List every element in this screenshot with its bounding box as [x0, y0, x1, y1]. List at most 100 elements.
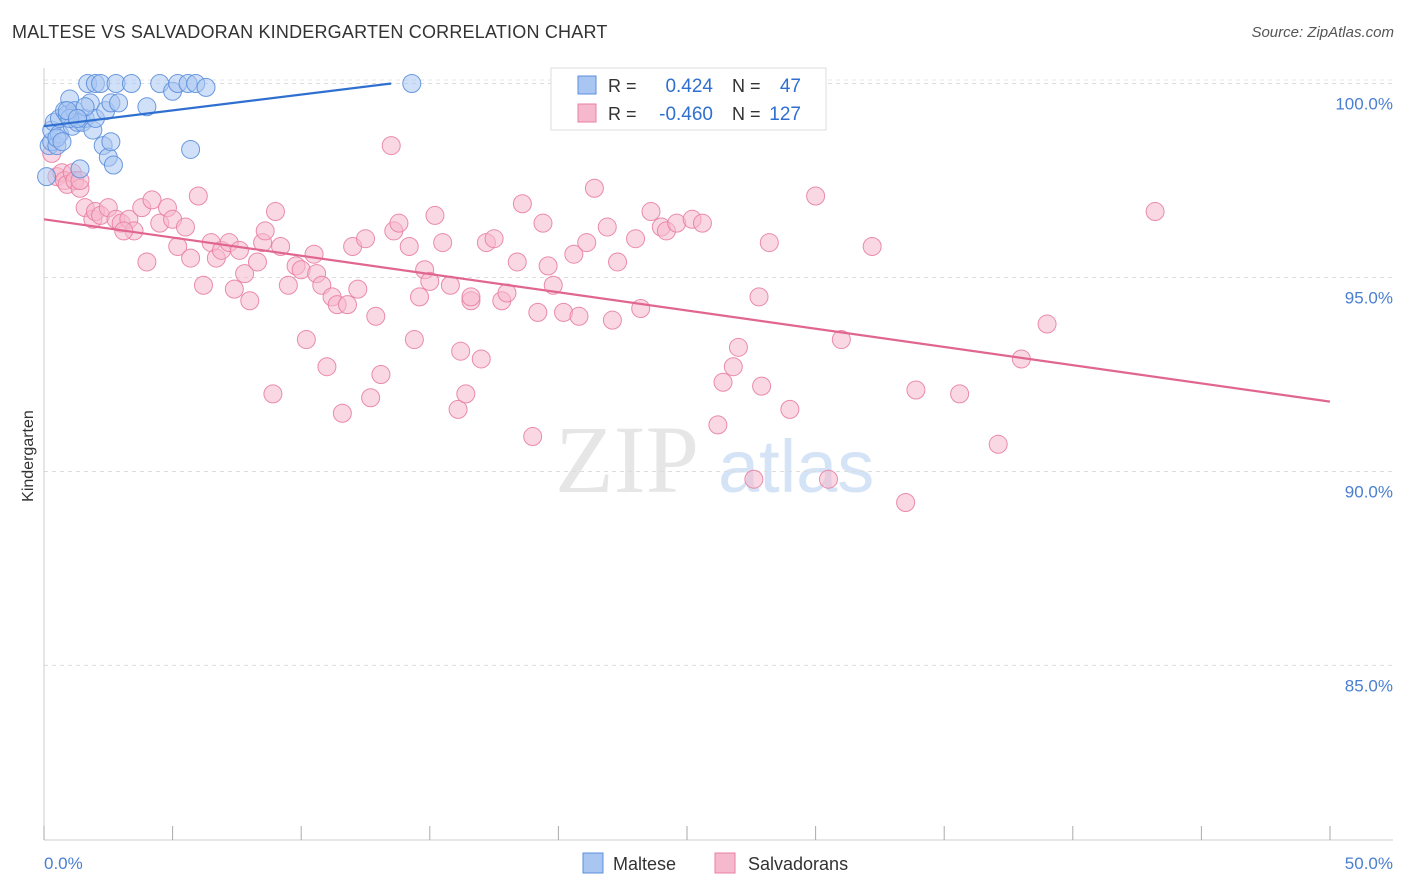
salvadorans-point	[240, 291, 260, 311]
salvadorans-point	[448, 399, 468, 419]
salvadorans-point	[247, 252, 267, 272]
salvadorans-point	[224, 279, 244, 299]
salvadorans-points	[42, 74, 1165, 512]
salvadorans-point	[381, 136, 401, 156]
watermark: ZIP atlas	[555, 406, 874, 513]
salvadorans-point	[543, 275, 563, 295]
salvadorans-point	[366, 306, 386, 326]
salvadorans-point	[404, 330, 424, 350]
salvadorans-point	[723, 357, 743, 377]
x-tick-label-0: 0.0%	[44, 854, 83, 873]
legend-n-label-salvadorans: N =	[732, 104, 761, 124]
salvadorans-point	[389, 213, 409, 233]
maltese-point	[109, 93, 129, 113]
salvadorans-point	[235, 264, 255, 284]
salvadorans-point	[507, 252, 527, 272]
salvadorans-point	[440, 275, 460, 295]
y-tick-labels: 85.0% 90.0% 95.0% 100.0%	[1335, 95, 1393, 696]
maltese-point	[37, 167, 57, 187]
y-tick-label-95: 95.0%	[1345, 288, 1393, 307]
axes	[43, 68, 1393, 841]
salvadorans-point	[584, 178, 604, 198]
salvadorans-point	[752, 376, 772, 396]
salvadorans-point	[188, 186, 208, 206]
salvadorans-point	[278, 275, 298, 295]
salvadorans-point	[332, 403, 352, 423]
salvadorans-point	[950, 384, 970, 404]
chart-title: MALTESE VS SALVADORAN KINDERGARTEN CORRE…	[12, 22, 608, 42]
salvadorans-point	[296, 330, 316, 350]
salvadorans-point	[538, 256, 558, 276]
salvadorans-point	[780, 399, 800, 419]
salvadorans-point	[433, 233, 453, 253]
legend-r-label-salvadorans: R =	[608, 104, 637, 124]
salvadorans-point	[265, 202, 285, 222]
legend-item-maltese-swatch	[582, 852, 604, 874]
salvadorans-point	[304, 244, 324, 264]
salvadorans-point	[175, 217, 195, 237]
salvadorans-point	[564, 244, 584, 264]
salvadorans-point	[608, 252, 628, 272]
salvadorans-point	[193, 275, 213, 295]
legend-item-maltese-label: Maltese	[613, 854, 676, 874]
salvadorans-point	[692, 213, 712, 233]
maltese-point	[137, 97, 157, 117]
salvadorans-point	[137, 252, 157, 272]
salvadorans-point	[181, 248, 201, 268]
salvadorans-point	[317, 357, 337, 377]
series-legend: Maltese Salvadorans	[582, 852, 848, 874]
salvadorans-point	[399, 236, 419, 256]
legend-n-value-salvadorans: 127	[769, 104, 801, 125]
salvadorans-point	[337, 295, 357, 315]
salvadorans-point	[1037, 314, 1057, 334]
legend-item-salvadorans-swatch	[714, 852, 736, 874]
maltese-point	[52, 132, 72, 152]
salvadorans-point	[749, 287, 769, 307]
y-tick-label-90: 90.0%	[1345, 482, 1393, 501]
salvadorans-point	[626, 229, 646, 249]
salvadorans-point	[425, 205, 445, 225]
salvadorans-point	[728, 337, 748, 357]
maltese-point	[121, 74, 141, 94]
salvadorans-point	[577, 233, 597, 253]
salvadorans-point	[484, 229, 504, 249]
maltese-trend-line	[43, 82, 392, 128]
watermark-zip: ZIP	[555, 406, 699, 513]
gridlines	[44, 79, 1393, 666]
legend-r-value-salvadorans: -0.460	[659, 104, 713, 125]
salvadorans-point	[410, 287, 430, 307]
salvadorans-point	[461, 287, 481, 307]
legend-n-value-maltese: 47	[780, 76, 801, 97]
salvadorans-point	[906, 380, 926, 400]
legend-swatch-maltese	[577, 75, 597, 95]
salvadorans-point	[1145, 202, 1165, 222]
salvadorans-point	[759, 233, 779, 253]
salvadorans-point	[361, 388, 381, 408]
x-ticks	[43, 826, 1331, 840]
legend-r-label-maltese: R =	[608, 76, 637, 96]
source-label: Source: ZipAtlas.com	[1251, 24, 1394, 41]
maltese-point	[402, 74, 422, 94]
legend-r-value-maltese: 0.424	[665, 76, 713, 97]
salvadorans-point	[456, 384, 476, 404]
maltese-point	[70, 159, 90, 179]
salvadorans-point	[471, 349, 491, 369]
watermark-atlas: atlas	[718, 425, 874, 508]
salvadorans-point	[255, 221, 275, 241]
legend-n-label-maltese: N =	[732, 76, 761, 96]
y-tick-label-85: 85.0%	[1345, 676, 1393, 695]
maltese-points	[37, 74, 422, 187]
salvadorans-point	[523, 427, 543, 447]
salvadorans-point	[862, 236, 882, 256]
salvadorans-point	[708, 415, 728, 435]
salvadorans-point	[371, 364, 391, 384]
salvadorans-point	[818, 469, 838, 489]
salvadorans-point	[420, 271, 440, 291]
y-tick-label-100: 100.0%	[1335, 95, 1393, 114]
salvadorans-point	[713, 372, 733, 392]
x-tick-label-50: 50.0%	[1345, 854, 1393, 873]
salvadorans-point	[597, 217, 617, 237]
maltese-point	[196, 77, 216, 97]
salvadorans-point	[356, 229, 375, 249]
